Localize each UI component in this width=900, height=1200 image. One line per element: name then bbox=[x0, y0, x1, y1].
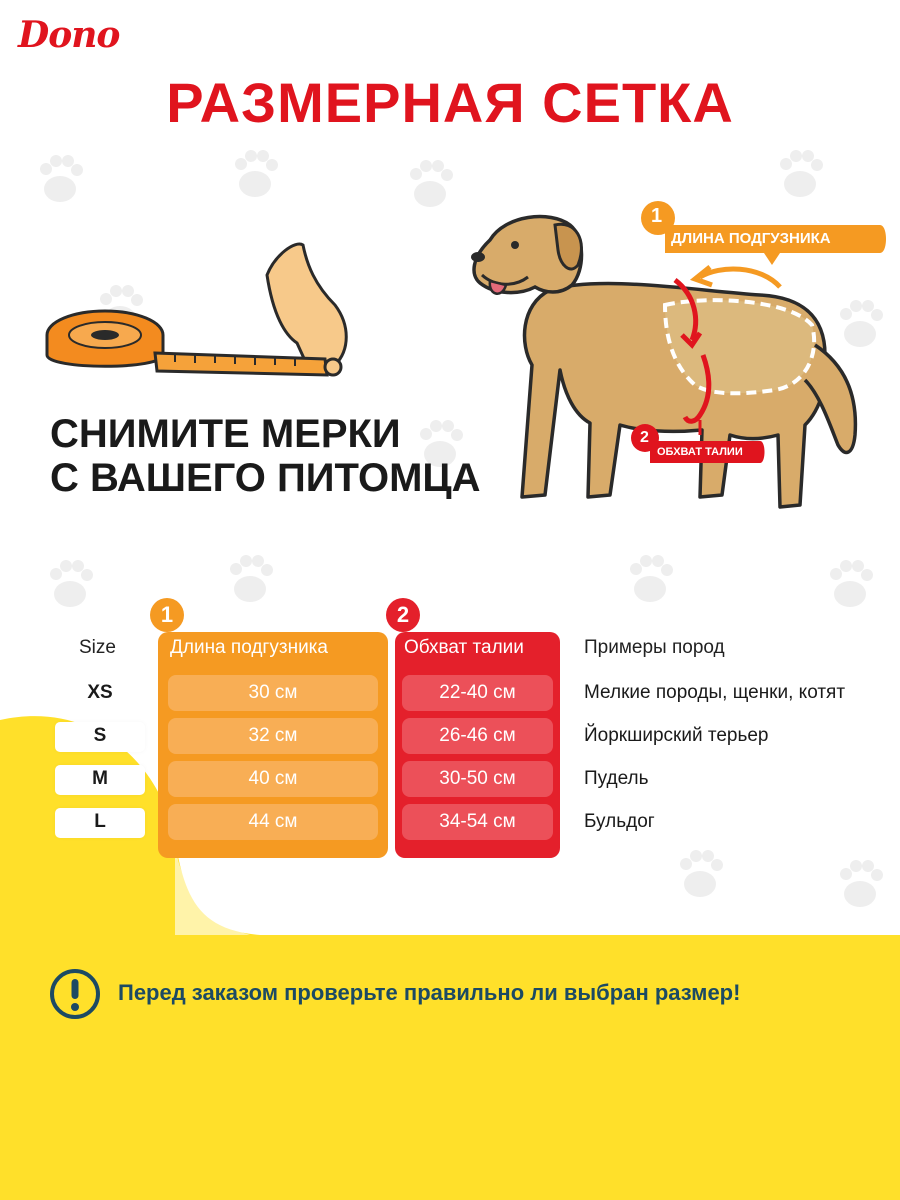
length-column-header: Длина подгузника bbox=[170, 637, 328, 658]
tape-measure-illustration bbox=[45, 242, 348, 377]
waist-column-header: Обхват талии bbox=[404, 637, 524, 658]
size-label: M bbox=[92, 768, 108, 789]
length-cell: 44 см bbox=[168, 804, 378, 840]
breed-row-background bbox=[570, 808, 840, 838]
breed-example: Пудель bbox=[584, 768, 649, 789]
size-label: L bbox=[94, 811, 106, 832]
size-pill bbox=[55, 722, 145, 752]
size-column-header: Size bbox=[79, 637, 116, 658]
breed-example: Бульдог bbox=[584, 811, 655, 832]
waist-cell: 34-54 см bbox=[402, 804, 553, 840]
diagram-tag-2-label: ОБХВАТ ТАЛИИ bbox=[657, 446, 743, 458]
page-title: РАЗМЕРНАЯ СЕТКА bbox=[166, 71, 734, 134]
length-badge: 1 bbox=[150, 598, 184, 632]
waist-cell: 30-50 см bbox=[402, 761, 553, 797]
waist-badge: 2 bbox=[386, 598, 420, 632]
brand-logo: Dono bbox=[18, 14, 120, 56]
breed-example: Йоркширский терьер bbox=[584, 725, 769, 746]
breeds-column-header: Примеры пород bbox=[584, 637, 725, 658]
diagram-tag-1-label: ДЛИНА ПОДГУЗНИКА bbox=[671, 230, 831, 247]
size-label: XS bbox=[87, 682, 113, 703]
size-pill bbox=[55, 808, 145, 838]
breed-row-background bbox=[570, 722, 840, 752]
size-check-notice: Перед заказом проверьте правильно ли выб… bbox=[118, 980, 741, 1005]
diagram-tag-2-number: 2 bbox=[640, 429, 649, 446]
waist-cell: 22-40 см bbox=[402, 675, 553, 711]
waist-cell: 26-46 см bbox=[402, 718, 553, 754]
instruction-heading: СНИМИТЕ МЕРКИ С ВАШЕГО ПИТОМЦА bbox=[50, 412, 481, 500]
size-pill bbox=[55, 765, 145, 795]
size-label: S bbox=[93, 725, 107, 746]
exclamation-icon bbox=[50, 969, 100, 1019]
length-cell: 40 см bbox=[168, 761, 378, 797]
length-cell: 32 см bbox=[168, 718, 378, 754]
length-cell: 30 см bbox=[168, 675, 378, 711]
instruction-line-1: СНИМИТЕ МЕРКИ bbox=[50, 412, 401, 456]
breed-example: Мелкие породы, щенки, котят bbox=[584, 682, 846, 703]
instruction-line-2: С ВАШЕГО ПИТОМЦА bbox=[50, 456, 481, 500]
diagram-tag-1-number: 1 bbox=[651, 205, 663, 227]
dog-measurement-illustration bbox=[471, 201, 886, 509]
